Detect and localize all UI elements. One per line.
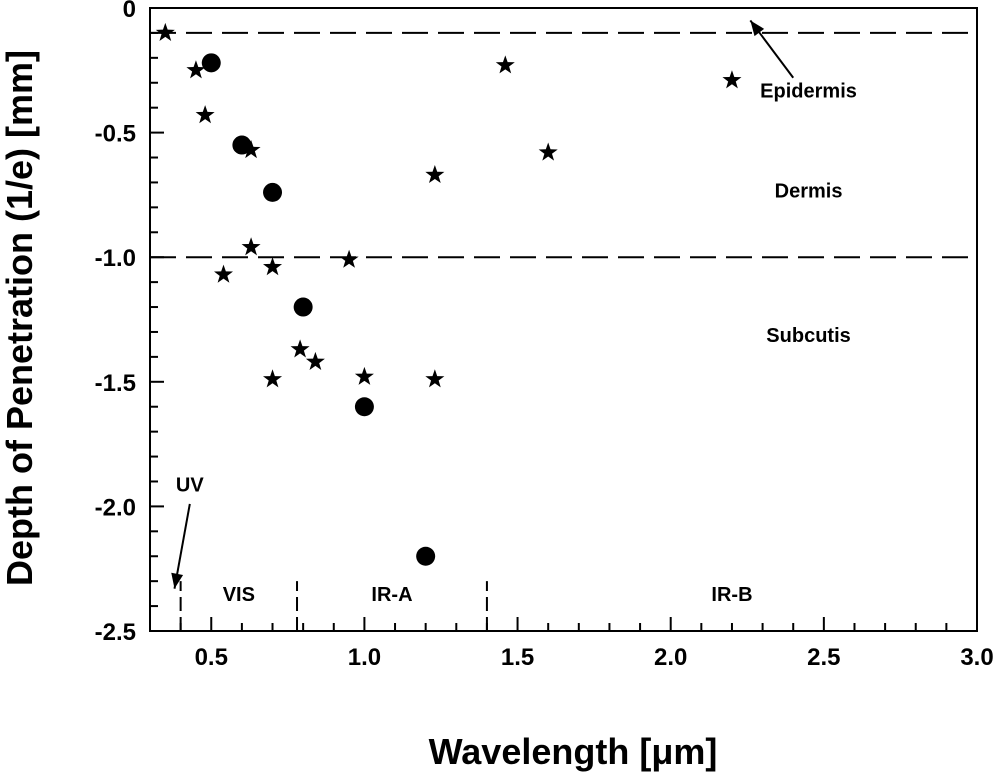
star-marker: [354, 366, 374, 385]
epidermis-arrow-head: [750, 20, 765, 37]
circle-marker: [416, 546, 436, 566]
star-marker: [339, 249, 359, 268]
subcutis-label: Subcutis: [766, 325, 850, 347]
uv-arrow-head: [171, 572, 184, 589]
star-marker: [155, 22, 175, 42]
band-dividers: [179, 581, 488, 631]
y-tick-label: 0: [123, 0, 136, 23]
circle-marker: [293, 297, 313, 317]
y-tick-label: -2.5: [95, 619, 136, 646]
tick-labels: 0.5 1.0 1.5 2.0 2.5 3.0 0 -0.5 -1.0 -1.5 -2.0 -2.5: [95, 0, 994, 671]
epidermis-label: Epidermis: [760, 81, 857, 103]
star-marker: [214, 264, 234, 283]
circle-marker: [232, 135, 252, 155]
x-tick-label: 2.0: [654, 644, 687, 671]
star-marker: [538, 142, 558, 161]
ir-b-band-label: IR-B: [711, 584, 752, 606]
circle-marker: [201, 53, 221, 73]
star-marker: [241, 140, 261, 159]
star-marker: [305, 351, 325, 370]
x-tick-label: 0.5: [195, 644, 228, 671]
data-points: [155, 22, 742, 566]
star-marker: [495, 55, 515, 74]
circle-marker: [263, 182, 283, 202]
x-tick-label: 3.0: [960, 644, 993, 671]
star-marker: [186, 60, 206, 79]
y-tick-label: -0.5: [95, 121, 136, 148]
x-tick-label: 1.5: [501, 644, 534, 671]
x-axis-title: Wavelength [μm]: [429, 731, 718, 772]
plot-frame: [149, 7, 978, 632]
y-tick-label: -2.0: [95, 494, 136, 521]
star-marker: [195, 105, 215, 124]
star-marker: [290, 339, 310, 358]
y-tick-label: -1.5: [95, 370, 136, 397]
y-tick-label: -1.0: [95, 245, 136, 272]
star-marker: [425, 164, 445, 184]
star-marker: [722, 70, 742, 89]
x-tick-label: 1.0: [348, 644, 381, 671]
vis-band-label: VIS: [223, 584, 255, 606]
dermis-label: Dermis: [775, 180, 843, 202]
star-marker: [425, 369, 445, 388]
boundary-lines: [150, 31, 977, 259]
plot-area: [149, 7, 978, 632]
arrows: [171, 19, 795, 589]
y-axis-title: Depth of Penetration (1/e) [mm]: [0, 50, 40, 586]
circle-marker: [354, 397, 374, 417]
x-tick-label: 2.5: [807, 644, 840, 671]
star-marker: [263, 369, 283, 388]
star-marker: [263, 257, 283, 276]
uv-band-label: UV: [176, 474, 204, 496]
ir-a-band-label: IR-A: [371, 584, 412, 606]
star-marker: [241, 237, 261, 256]
annotations: Epidermis Dermis Subcutis VIS IR-A IR-B UV: [176, 81, 857, 606]
